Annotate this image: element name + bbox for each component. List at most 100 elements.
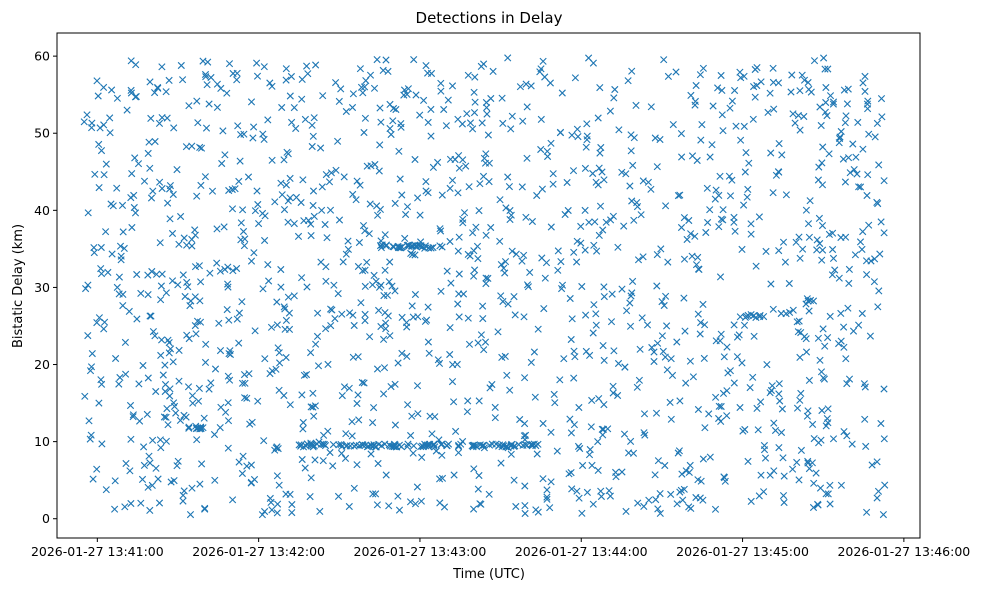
data-point [229, 267, 237, 275]
data-point [130, 203, 138, 212]
data-point [223, 306, 231, 314]
data-point [547, 478, 555, 486]
data-point [590, 241, 598, 249]
data-point [449, 361, 457, 369]
data-point [804, 78, 812, 87]
data-point [673, 500, 681, 508]
data-point [539, 57, 547, 65]
data-point [703, 184, 711, 192]
data-point [370, 404, 378, 412]
data-point [865, 130, 873, 138]
data-point [574, 442, 583, 450]
data-point [183, 331, 191, 339]
data-point [129, 411, 137, 419]
data-point [610, 94, 618, 102]
data-point [855, 183, 863, 191]
data-point [413, 382, 422, 390]
data-point [127, 86, 135, 94]
data-point [210, 430, 219, 439]
data-point [791, 119, 799, 127]
data-point [480, 346, 488, 354]
data-point [361, 282, 369, 290]
data-point [591, 218, 599, 226]
y-tick-label: 50 [34, 126, 50, 141]
data-point [385, 278, 393, 286]
data-point [560, 355, 568, 363]
data-point [485, 178, 493, 186]
data-point [307, 232, 315, 240]
data-point [175, 377, 183, 385]
data-point [250, 249, 258, 257]
data-point [307, 349, 315, 357]
data-point [534, 325, 542, 333]
data-point [455, 164, 463, 172]
data-point [769, 305, 777, 313]
data-point [610, 347, 618, 355]
data-point [757, 398, 765, 406]
data-point [709, 102, 717, 110]
data-point [639, 177, 647, 185]
data-point [776, 397, 784, 405]
data-point [176, 416, 184, 424]
data-point [741, 168, 749, 176]
data-point [813, 246, 821, 254]
data-point [119, 228, 127, 236]
data-point [410, 56, 418, 64]
data-point [498, 94, 506, 102]
data-point [297, 198, 305, 207]
data-point [274, 344, 282, 352]
data-point [877, 218, 885, 226]
data-point [618, 168, 626, 176]
data-point [455, 233, 463, 241]
data-point [322, 325, 330, 333]
data-point [728, 176, 736, 184]
data-point [677, 130, 685, 138]
data-point [660, 56, 668, 64]
data-point [197, 181, 205, 189]
data-point [813, 236, 821, 244]
data-point [800, 112, 808, 121]
data-point [521, 441, 530, 449]
data-point [220, 223, 228, 231]
data-point [666, 398, 674, 406]
data-point [398, 349, 406, 357]
data-point [845, 279, 853, 287]
data-point [438, 191, 446, 199]
data-point [763, 361, 771, 369]
data-point [245, 370, 253, 378]
data-point [349, 190, 357, 198]
data-point [715, 402, 723, 410]
data-point [485, 441, 494, 449]
data-point [770, 467, 778, 475]
data-point [698, 121, 706, 129]
data-point [136, 417, 144, 425]
data-point [628, 197, 636, 205]
data-point [805, 307, 813, 315]
data-point [873, 119, 881, 127]
data-point [573, 258, 581, 266]
data-point [475, 207, 483, 215]
data-point [537, 145, 545, 154]
data-point [744, 185, 752, 193]
data-point [353, 177, 361, 185]
data-point [594, 438, 602, 446]
data-point [573, 125, 581, 133]
data-point [427, 105, 435, 113]
data-point [335, 97, 343, 105]
data-point [224, 417, 233, 425]
data-point [158, 63, 166, 71]
data-point [381, 231, 389, 239]
data-point [549, 170, 557, 178]
data-point [282, 65, 290, 73]
data-point [570, 374, 578, 382]
data-point [463, 110, 471, 118]
data-point [779, 492, 788, 500]
data-point [626, 299, 634, 307]
data-point [668, 371, 677, 379]
data-point [391, 287, 399, 295]
data-point [299, 425, 307, 433]
data-point [843, 432, 851, 440]
data-point [187, 297, 195, 305]
data-point [629, 277, 637, 285]
data-point [394, 359, 402, 367]
